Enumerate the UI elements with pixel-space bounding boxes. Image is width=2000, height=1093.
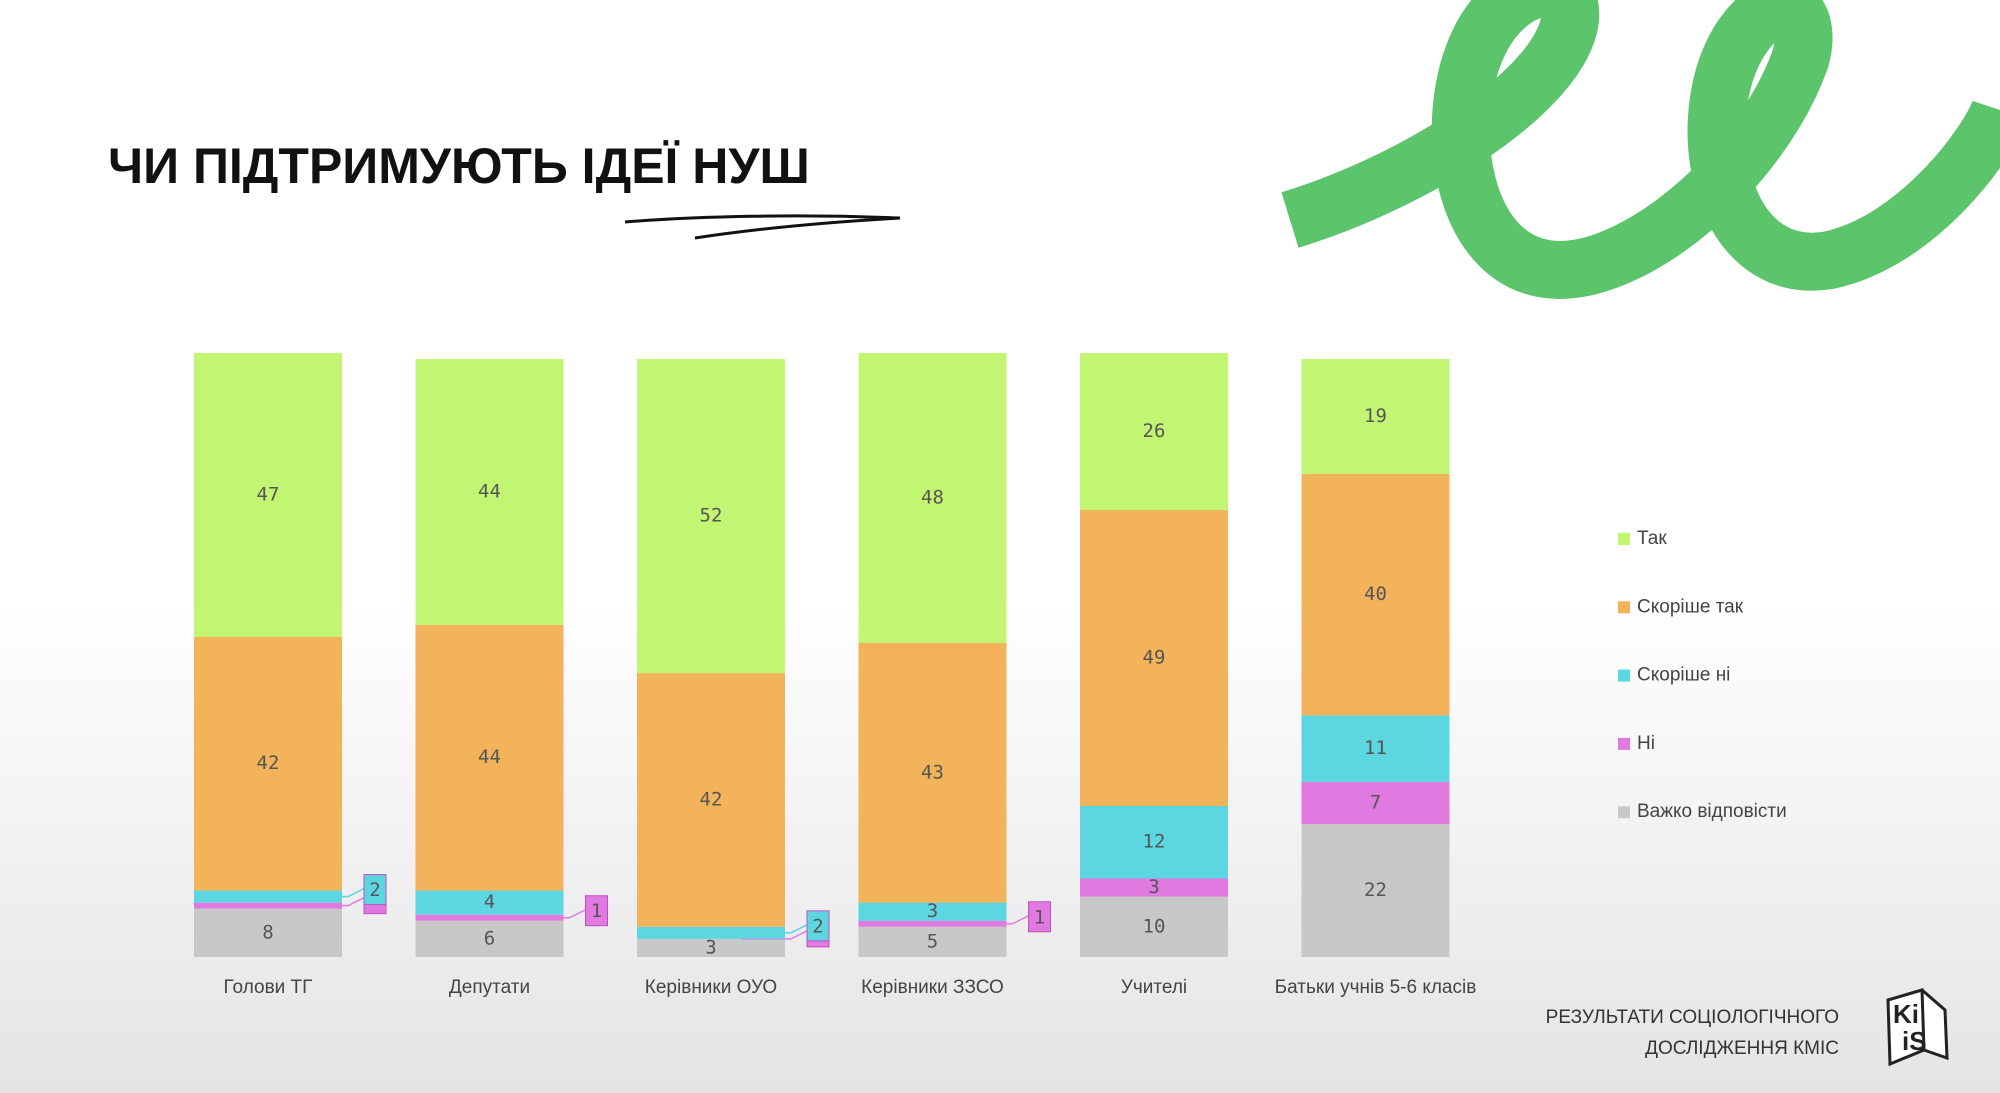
x-tick-label: Керівники ОУО (645, 977, 777, 998)
bar-segment (858, 353, 1007, 643)
legend-swatch (1618, 601, 1630, 614)
data-label: 12 (1143, 831, 1166, 853)
chart-title: ЧИ ПІДТРИМУЮТЬ ІДЕЇ НУШ (108, 138, 810, 194)
bar-segment (1301, 781, 1450, 825)
data-label: 1 (1034, 906, 1045, 928)
title-underline (624, 214, 901, 240)
legend-swatch (1618, 669, 1630, 682)
legend-label: Скоріше ні (1637, 665, 1730, 686)
x-tick-label: Батьки учнів 5-6 класів (1275, 977, 1477, 998)
bar-segment (194, 902, 342, 909)
bar-segment (858, 642, 1007, 903)
legend-label: Так (1637, 528, 1667, 549)
data-label: 2 (812, 915, 823, 937)
data-label: 11 (1364, 737, 1387, 759)
data-label: 5 (927, 930, 938, 952)
bar-segment (1080, 353, 1228, 511)
bar-segment (194, 636, 342, 891)
chart: 8124247Голови ТГ6144444Депутати3024252Ке… (194, 353, 1787, 998)
data-label: 44 (478, 480, 501, 502)
data-label: 48 (921, 486, 944, 508)
callout-line (519, 909, 586, 919)
bar-segment (194, 908, 342, 957)
bar-segment (637, 926, 785, 939)
data-label: 8 (262, 921, 273, 943)
callout-box (363, 874, 387, 906)
bar-segment (858, 920, 1007, 927)
bar-segment (415, 890, 564, 915)
legend-label: Ні (1637, 733, 1655, 754)
data-label: 3 (1148, 876, 1159, 898)
data-label: 40 (1364, 583, 1387, 605)
callout-line (741, 924, 808, 934)
x-tick-label: Учителі (1121, 977, 1187, 998)
bar-segment (858, 902, 1007, 921)
bar-segment (1080, 896, 1228, 957)
logo-text: Ki (1893, 999, 1919, 1029)
bar-segment (637, 938, 785, 957)
footer-line: РЕЗУЛЬТАТИ СОЦІОЛОГІЧНОГО (1546, 1007, 1839, 1028)
data-label: 47 (257, 483, 280, 505)
bar-segment (194, 890, 342, 903)
x-tick-label: Керівники ЗЗСО (861, 977, 1004, 998)
data-label: 43 (921, 761, 944, 783)
data-label: 2 (369, 879, 380, 901)
bar-segment (637, 673, 785, 927)
bar-segment (858, 926, 1007, 957)
data-label: 19 (1364, 405, 1387, 427)
x-tick-label: Голови ТГ (224, 977, 313, 998)
callout-box (806, 910, 830, 942)
data-label: 44 (478, 746, 501, 768)
bar-segment (194, 353, 342, 637)
logo: Ki iS (1886, 988, 1949, 1067)
legend-swatch (1618, 806, 1630, 819)
legend-label: Важко відповісти (1637, 801, 1787, 822)
callout-line (962, 915, 1029, 925)
data-label: 10 (1143, 915, 1166, 937)
bar-segment (637, 359, 785, 674)
legend-label: Скоріше так (1637, 596, 1744, 617)
bar-segment (415, 914, 564, 921)
data-label: 3 (705, 936, 716, 958)
logo-text: iS (1902, 1026, 1927, 1056)
footer-line: ДОСЛІДЖЕННЯ КМІС (1645, 1038, 1839, 1059)
bar-segment (415, 920, 564, 957)
data-label: 26 (1143, 420, 1166, 442)
data-label: 22 (1364, 879, 1387, 901)
legend-swatch (1618, 533, 1630, 545)
bar-segment (1080, 878, 1228, 897)
legend-swatch (1618, 737, 1630, 750)
callout-line (298, 887, 365, 898)
data-label: 42 (700, 788, 723, 810)
swirl-decoration (1281, 0, 2000, 300)
data-label: 6 (484, 927, 495, 949)
data-label: 7 (1370, 791, 1381, 813)
callout-box (1028, 901, 1051, 933)
callout-line (298, 896, 365, 907)
bar-segment (1080, 510, 1228, 806)
bar-segment (415, 624, 564, 891)
bar-segment (415, 359, 564, 625)
bar-segment (1080, 806, 1228, 879)
data-label: 3 (927, 900, 938, 922)
data-label: 1 (591, 900, 602, 922)
bar-segment (1301, 359, 1450, 474)
data-label: 4 (484, 891, 495, 913)
bar-segment (1301, 715, 1450, 782)
data-label: 52 (700, 505, 723, 527)
bar-segment (1301, 473, 1450, 716)
data-label: 49 (1143, 647, 1166, 669)
bar-segment (1301, 824, 1450, 957)
x-tick-label: Депутати (449, 977, 530, 998)
data-label: 42 (257, 752, 280, 774)
callout-box (585, 895, 608, 927)
